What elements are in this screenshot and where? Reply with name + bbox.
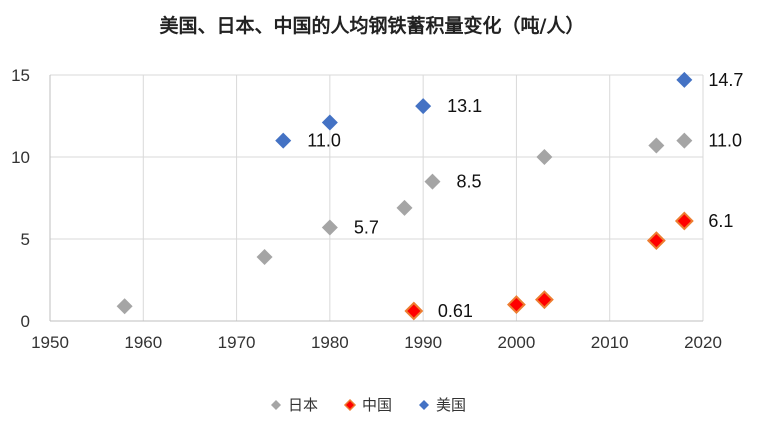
x-tick-label: 1980 <box>311 333 349 352</box>
axes <box>49 75 703 322</box>
japan-data-point <box>321 219 338 236</box>
x-tick-label: 2020 <box>684 333 722 352</box>
y-tick-label: 0 <box>21 312 30 331</box>
tick-labels: 1950 1960 1970 1980 1990 2000 2010 2020 0 5 10 15 <box>11 66 722 352</box>
japan-data-point <box>396 199 413 216</box>
y-tick-label: 10 <box>11 148 30 167</box>
usa-data-point <box>275 132 292 149</box>
china-data-label: 6.1 <box>708 211 733 231</box>
y-tick-label: 15 <box>11 66 30 85</box>
japan-data-point <box>116 298 133 315</box>
x-tick-label: 1960 <box>124 333 162 352</box>
data-points <box>116 71 694 321</box>
x-tick-label: 2000 <box>498 333 536 352</box>
china-data-point <box>507 295 526 315</box>
x-tick-label: 1990 <box>404 333 442 352</box>
usa-data-label: 11.0 <box>307 131 341 151</box>
japan-data-point <box>256 249 273 266</box>
china-data-point <box>535 290 554 310</box>
japan-data-point <box>536 149 553 165</box>
usa-legend-label: 美国 <box>436 396 466 414</box>
china-data-label: 0.61 <box>438 301 473 321</box>
china-data-point <box>674 211 694 231</box>
legend: 日本 中国 美国 <box>271 396 466 414</box>
japan-data-label: 5.7 <box>354 218 379 238</box>
usa-data-point <box>415 98 432 115</box>
japan-data-label: 8.5 <box>456 172 481 192</box>
usa-legend-marker <box>419 400 429 410</box>
japan-data-label: 11.0 <box>708 131 742 151</box>
china-data-point <box>646 231 666 251</box>
china-legend-marker <box>343 398 357 412</box>
chart-title: 美国、日本、中国的人均钢铁蓄积量变化（吨/人） <box>160 14 585 37</box>
japan-data-point <box>424 173 441 190</box>
china-data-point <box>404 301 424 321</box>
x-tick-label: 2010 <box>591 333 629 352</box>
data-labels: 5.7 8.5 11.0 0.61 6.1 11.0 13.1 14.7 <box>307 70 743 321</box>
japan-data-point <box>676 132 693 149</box>
china-legend-label: 中国 <box>362 396 392 414</box>
x-tick-label: 1950 <box>31 333 69 352</box>
usa-data-label: 13.1 <box>447 96 482 116</box>
x-tick-label: 1970 <box>218 333 256 352</box>
usa-data-point <box>676 71 693 88</box>
japan-legend-marker <box>271 400 281 410</box>
japan-legend-label: 日本 <box>288 396 318 414</box>
japan-data-point <box>648 137 665 154</box>
usa-data-point <box>321 114 338 131</box>
usa-data-label: 14.7 <box>708 70 743 90</box>
grid-lines <box>50 74 704 321</box>
y-tick-label: 5 <box>21 230 30 249</box>
